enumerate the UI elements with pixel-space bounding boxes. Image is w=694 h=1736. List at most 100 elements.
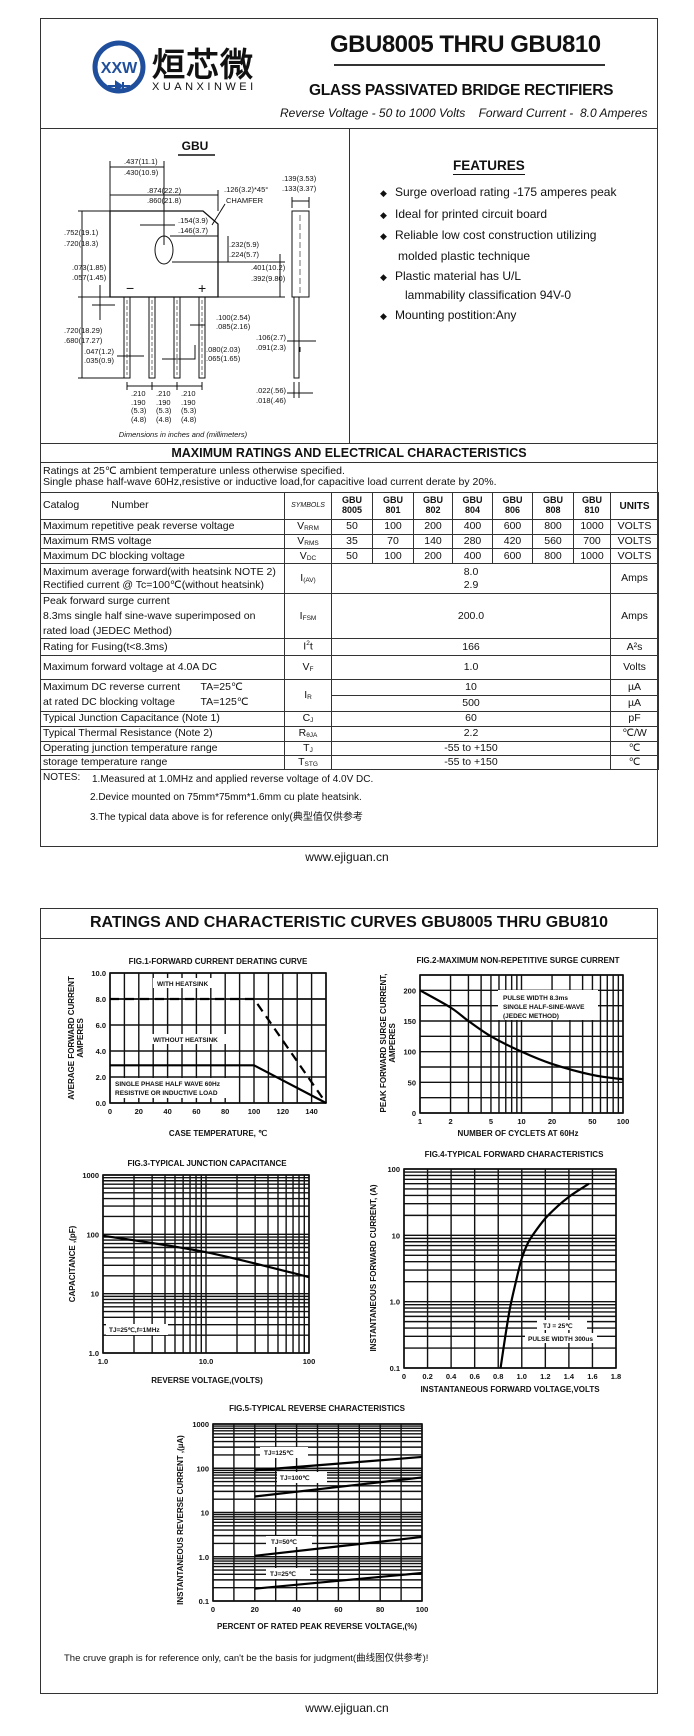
- cell-value: 1000: [573, 548, 611, 565]
- fig5-series-label: TJ=125℃: [264, 1449, 294, 1457]
- footer-website-link[interactable]: www.ejiguan.cn: [305, 1701, 389, 1715]
- fig2-x-tick-label: 50: [588, 1117, 596, 1126]
- row-unit: µA: [610, 679, 659, 697]
- fig5-x-tick-label: 60: [334, 1605, 342, 1614]
- note-item: 2.Device mounted on 75mm*75mm*1.6mm cu p…: [90, 792, 362, 803]
- row-symbol: CJ: [284, 710, 332, 727]
- fig1-x-tick-label: 120: [277, 1107, 290, 1116]
- svg-text:.065(1.65): .065(1.65): [206, 354, 241, 363]
- svg-text:CHAMFER: CHAMFER: [226, 196, 264, 205]
- svg-text:.860(21.8): .860(21.8): [147, 196, 182, 205]
- cell-value: 560: [532, 533, 574, 550]
- fig1-ylabel: AMPERES: [76, 1018, 85, 1058]
- row-unit: µA: [610, 695, 659, 712]
- part-header: GBU 801: [372, 492, 414, 520]
- note-item: 1.Measured at 1.0MHz and applied reverse…: [92, 774, 374, 785]
- fig5-y-tick-label: 100: [196, 1464, 209, 1473]
- svg-text:.106(2.7): .106(2.7): [256, 333, 287, 342]
- row-label: Maximum forward voltage at 4.0A DC: [40, 655, 285, 681]
- fig3-y-tick-label: 10: [91, 1290, 99, 1299]
- cell-value: 100: [372, 548, 414, 565]
- fig1-x-tick-label: 140: [305, 1107, 318, 1116]
- row-label: Typical Junction Capacitance (Note 1): [40, 710, 285, 727]
- feature-item: ◆ Plastic material has U/L: [380, 269, 522, 283]
- curves-disclaimer: The cruve graph is for reference only, c…: [64, 1653, 429, 1664]
- footer-website-link[interactable]: www.ejiguan.cn: [305, 850, 389, 864]
- fig1-title: FIG.1-FORWARD CURRENT DERATING CURVE: [129, 957, 308, 966]
- table-row: Peak forward surge current 8.3ms single h…: [40, 593, 659, 640]
- note-item: 3.The typical data above is for referenc…: [90, 812, 363, 823]
- package-body: [109, 210, 219, 298]
- fig3-x-tick-label: 100: [303, 1357, 316, 1366]
- table-row: Rating for Fusing(t<8.3ms) I2t 166 A²s: [40, 638, 659, 657]
- fig3-xlabel: REVERSE VOLTAGE,(VOLTS): [151, 1376, 263, 1385]
- svg-text:.437(11.1): .437(11.1): [124, 157, 158, 166]
- table-row: Maximum forward voltage at 4.0A DC VF 1.…: [40, 655, 659, 681]
- fig4-y-tick-label: 10: [392, 1231, 400, 1240]
- row-unit: ℃/W: [610, 725, 659, 742]
- row-label: Maximum average forward(with heatsink NO…: [40, 563, 285, 595]
- fig5-series-line: [254, 1571, 423, 1590]
- row-symbol: VRRM: [284, 519, 332, 535]
- features-title: FEATURES: [453, 158, 525, 175]
- fig5-plot-frame: [212, 1423, 423, 1602]
- svg-text:.080(2.03): .080(2.03): [206, 345, 241, 354]
- part-header: GBU 802: [413, 492, 453, 520]
- fig1-x-tick-label: 100: [248, 1107, 261, 1116]
- units-header: UNITS: [610, 492, 659, 520]
- cell-value: 10: [331, 679, 611, 697]
- spec-current-label: Forward Current -: [478, 106, 574, 120]
- fig5-y-tick-label: 0.1: [199, 1597, 209, 1606]
- fig1-plot-frame: [109, 972, 327, 1104]
- fig5-x-tick-label: 100: [416, 1605, 429, 1614]
- row-symbol: VDC: [284, 548, 332, 565]
- package-label: GBU: [182, 139, 209, 153]
- svg-text:.139(3.53): .139(3.53): [282, 174, 317, 183]
- cell-value: 400: [452, 548, 493, 565]
- part-header: GBU 8005: [331, 492, 373, 520]
- svg-text:.680(17.27): .680(17.27): [64, 336, 103, 345]
- fig4-x-tick-label: 0: [402, 1372, 406, 1381]
- fig4-x-tick-label: 0.6: [469, 1372, 479, 1381]
- cell-value: 70: [372, 533, 414, 550]
- cell-value: -55 to +150: [331, 754, 611, 770]
- fig5-series-label: TJ=100℃: [280, 1474, 310, 1482]
- fig4-title: FIG.4-TYPICAL FORWARD CHARACTERISTICS: [425, 1150, 604, 1159]
- table-row: Typical Thermal Resistance (Note 2) RθJA…: [40, 725, 659, 742]
- svg-text:.720(18.3): .720(18.3): [64, 239, 99, 248]
- table-row: Maximum RMS voltage VRMS 35 70 140 280 420 56…: [40, 533, 659, 550]
- fig4-x-tick-label: 0.4: [446, 1372, 457, 1381]
- row-unit: VOLTS: [610, 533, 659, 550]
- cell-value: 2.2: [331, 725, 611, 742]
- bullet-icon: ◆: [380, 231, 387, 241]
- svg-text:.210: .210: [181, 389, 196, 398]
- fig1-series-label: WITHOUT HEATSINK: [153, 1037, 218, 1044]
- svg-text:(5.3): (5.3): [131, 406, 147, 415]
- feature-item: ◆ Ideal for printed circuit board: [380, 207, 548, 221]
- table-row: storage temperature range TSTG -55 to +1…: [40, 754, 659, 770]
- cell-value: 700: [573, 533, 611, 550]
- row-symbol: VF: [284, 655, 332, 681]
- cell-value: 35: [331, 533, 373, 550]
- fig5-y-tick-label: 1.0: [199, 1553, 209, 1562]
- svg-text:.035(0.9): .035(0.9): [84, 356, 115, 365]
- row-label: Rating for Fusing(t<8.3ms): [40, 638, 285, 657]
- fig2-y-tick-label: 50: [408, 1078, 416, 1087]
- bullet-icon: ◆: [380, 210, 387, 220]
- svg-text:.073(1.85): .073(1.85): [72, 263, 107, 272]
- fig2-y-tick-label: 200: [403, 986, 416, 995]
- svg-text:.430(10.9): .430(10.9): [124, 168, 159, 177]
- cell-value: 200.0: [331, 593, 611, 640]
- svg-text:.085(2.16): .085(2.16): [216, 322, 251, 331]
- fig4-y-tick-label: 1.0: [390, 1298, 400, 1307]
- fig2-y-tick-label: 0: [412, 1109, 416, 1118]
- row-symbol: RθJA: [284, 725, 332, 742]
- svg-text:.210: .210: [131, 389, 146, 398]
- bullet-icon: ◆: [380, 272, 387, 282]
- fig3-y-tick-label: 100: [86, 1230, 99, 1239]
- fig3-x-tick-label: 10.0: [199, 1357, 214, 1366]
- svg-text:.752(19.1): .752(19.1): [64, 228, 99, 237]
- symbols-header: SYMBOLS: [284, 492, 332, 520]
- table-row: Maximum average forward(with heatsink NO…: [40, 563, 659, 595]
- section-divider: [40, 938, 658, 939]
